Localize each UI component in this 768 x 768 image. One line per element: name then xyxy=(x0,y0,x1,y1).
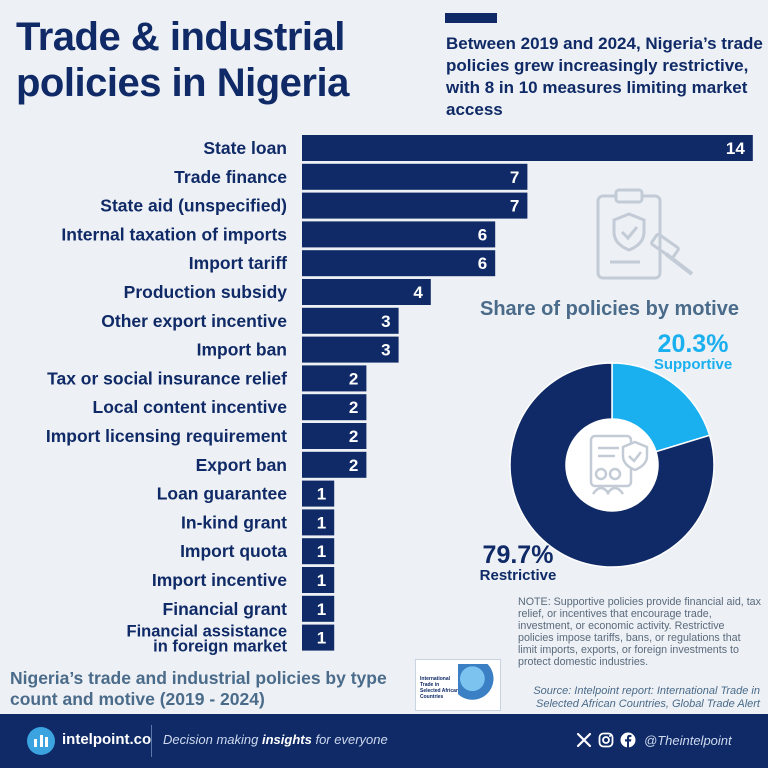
bar-2 xyxy=(302,192,528,219)
value-label-16: 1 xyxy=(317,600,326,619)
category-label-14: Import quota xyxy=(180,541,287,561)
value-label-0: 14 xyxy=(726,139,745,158)
value-label-3: 6 xyxy=(478,225,487,244)
page-title: Trade & industrial policies in Nigeria xyxy=(16,15,349,105)
value-label-13: 1 xyxy=(317,513,326,532)
facebook-icon[interactable] xyxy=(620,732,636,748)
category-label-15: Import incentive xyxy=(152,570,287,590)
social-handle[interactable]: @Theintelpoint xyxy=(644,732,732,748)
bar-16 xyxy=(302,595,335,622)
restrictive-percent: 79.7% xyxy=(483,541,554,569)
bar-9 xyxy=(302,394,367,421)
value-label-7: 3 xyxy=(381,341,390,360)
social-links: @Theintelpoint xyxy=(576,732,732,748)
bar-10 xyxy=(302,423,367,449)
category-label-0: State loan xyxy=(203,138,287,158)
footer-divider xyxy=(151,725,152,757)
category-label-6: Other export incentive xyxy=(101,311,287,331)
bar-1 xyxy=(302,163,528,190)
intelpoint-logo-icon[interactable] xyxy=(27,727,55,755)
report-thumbnail[interactable]: International Trade in Selected African … xyxy=(415,659,501,711)
value-label-17: 1 xyxy=(317,629,326,648)
supportive-percent: 20.3% xyxy=(658,330,729,358)
africa-map-icon xyxy=(458,664,494,706)
bar-7 xyxy=(302,336,399,363)
instagram-icon[interactable] xyxy=(598,732,614,748)
document-people-icon xyxy=(589,434,649,495)
source-note: Source: Intelpoint report: International… xyxy=(533,685,760,710)
bar-3 xyxy=(302,221,496,248)
donut-title: Share of policies by motive xyxy=(480,298,739,320)
category-label-9: Local content incentive xyxy=(93,397,288,417)
value-label-4: 6 xyxy=(478,254,487,273)
footer-bar: intelpoint.co Decision making insights f… xyxy=(0,714,768,768)
supportive-label: Supportive xyxy=(654,356,732,373)
bar-6 xyxy=(302,307,399,334)
chart-caption: Nigeria’s trade and industrial policies … xyxy=(10,668,387,709)
bar-4 xyxy=(302,250,496,277)
value-label-9: 2 xyxy=(349,398,358,417)
definitions-note: NOTE: Supportive policies provide financ… xyxy=(518,596,761,668)
category-label-13: In-kind grant xyxy=(181,512,287,532)
bar-0 xyxy=(302,135,753,161)
value-label-14: 1 xyxy=(317,542,326,561)
value-label-6: 3 xyxy=(381,312,390,331)
restrictive-label: Restrictive xyxy=(480,567,557,584)
value-label-11: 2 xyxy=(349,456,358,475)
category-label-1: Trade finance xyxy=(174,167,287,187)
tagline: Decision making insights for everyone xyxy=(163,732,388,747)
category-label-4: Import tariff xyxy=(189,253,287,273)
bar-15 xyxy=(302,567,335,593)
category-label-17: Financial assistance in foreign market xyxy=(127,623,288,656)
value-label-10: 2 xyxy=(349,427,358,446)
report-thumbnail-title: International Trade in Selected African … xyxy=(420,676,459,700)
value-label-1: 7 xyxy=(510,168,519,187)
bar-12 xyxy=(302,480,335,507)
x-icon[interactable] xyxy=(576,732,592,748)
category-label-3: Internal taxation of imports xyxy=(61,224,287,244)
bar-11 xyxy=(302,451,367,478)
category-label-12: Loan guarantee xyxy=(157,484,288,504)
accent-bar xyxy=(445,13,497,23)
bar-8 xyxy=(302,365,367,392)
value-label-8: 2 xyxy=(349,369,358,388)
value-label-2: 7 xyxy=(510,197,519,216)
category-label-8: Tax or social insurance relief xyxy=(47,368,287,388)
value-label-15: 1 xyxy=(317,571,326,590)
bar-13 xyxy=(302,509,335,536)
page-subtitle: Between 2019 and 2024, Nigeria’s trade p… xyxy=(446,34,763,119)
bar-14 xyxy=(302,538,335,565)
bar-5 xyxy=(302,279,431,305)
brand-name[interactable]: intelpoint.co xyxy=(62,731,152,748)
donut-chart: 20.3%Supportive 79.7%Restrictive xyxy=(480,330,733,584)
category-label-16: Financial grant xyxy=(163,599,288,619)
category-label-11: Export ban xyxy=(196,455,287,475)
clipboard-gavel-icon xyxy=(596,188,694,280)
value-label-12: 1 xyxy=(317,485,326,504)
category-label-10: Import licensing requirement xyxy=(46,426,287,446)
category-label-2: State aid (unspecified) xyxy=(100,196,287,216)
category-label-7: Import ban xyxy=(197,340,287,360)
value-label-5: 4 xyxy=(413,283,423,302)
category-label-5: Production subsidy xyxy=(124,282,288,302)
bar-17 xyxy=(302,624,335,651)
